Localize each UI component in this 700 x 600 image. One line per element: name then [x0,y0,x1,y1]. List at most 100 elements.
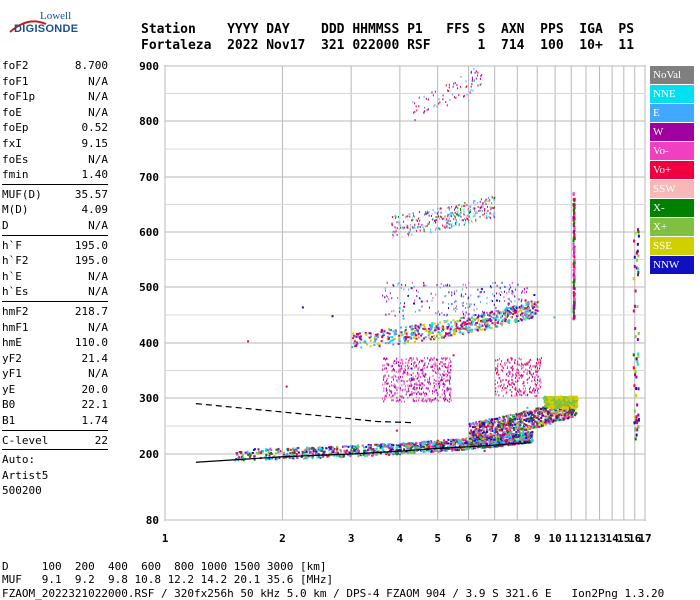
echo-point [384,451,387,454]
echo-point [390,448,393,451]
echo-point [509,371,511,374]
echo-point [465,325,468,328]
param-row-h-f: h`F 195.0 [2,238,108,254]
echo-point [445,84,447,87]
echo-point [510,356,512,359]
echo-point [368,336,371,339]
echo-point [412,451,415,454]
echo-point [407,233,409,236]
echo-point [436,105,438,108]
echo-point [409,393,411,396]
echo-point [544,422,547,425]
echo-point [567,401,571,405]
echo-point [332,449,335,452]
echo-point [573,206,576,210]
echo-point [440,207,442,210]
echo-point [529,309,532,312]
echo-point [553,400,557,404]
echo-point [237,459,240,462]
param-name: yF2 [2,351,22,365]
echo-point [635,387,638,391]
echo-point [412,358,414,361]
echo-point [400,302,402,305]
param-divider [2,300,108,302]
legend-item-noval: NoVal [650,66,694,84]
echo-point [428,378,430,381]
echo-point [528,315,531,318]
echo-point [572,216,575,220]
echo-point [464,217,466,220]
echo-point [518,414,521,417]
echo-point [402,228,404,231]
x-tick-label: 13 [593,532,606,545]
echo-point [416,392,418,395]
echo-point [549,410,552,413]
echo-point [255,451,258,454]
echo-point [427,222,429,225]
echo-point [440,443,443,446]
echo-point [446,284,448,287]
echo-point [333,454,336,457]
echo-point [515,436,518,439]
echo-point [450,321,453,324]
echo-point [406,341,409,344]
echo-point [257,448,260,451]
echo-point [632,309,635,313]
echo-point [439,321,442,324]
echo-point [536,366,538,369]
sse-cluster [542,395,579,410]
echo-point [524,411,527,414]
echo-point [373,449,376,452]
echo-point [426,448,429,451]
echo-point [525,441,528,444]
echo-point [632,277,635,281]
echo-point [546,410,549,413]
echo-point [420,297,422,300]
param-row-b1: B1 1.74 [2,413,108,429]
echo-point [401,235,403,238]
echo-point [408,288,410,291]
echo-point [467,207,469,210]
echo-point [509,373,511,376]
echo-point [521,315,524,318]
echo-point [357,451,360,454]
echo-point [556,404,560,408]
echo-point [533,409,536,412]
echo-point [510,436,513,439]
echo-point [295,448,298,451]
echo-point [449,376,451,379]
echo-point [445,225,447,228]
echo-point [474,211,476,214]
echo-point [469,205,471,208]
echo-point [476,307,478,310]
echo-point [446,104,448,107]
echo-point [421,359,423,362]
echo-point [449,394,451,397]
echo-point [470,203,472,206]
echo-point [490,216,492,219]
echo-point [404,371,406,374]
echo-point [433,442,436,445]
echo-point [503,296,505,299]
echo-point [420,369,422,372]
echo-point [356,342,359,345]
echo-point [406,373,408,376]
echo-point [521,376,523,379]
echo-point [518,357,520,360]
echo-point [483,209,485,212]
echo-point [402,442,405,445]
echo-point [636,304,639,308]
echo-point [398,228,400,231]
echo-point [572,272,575,276]
x-tick-label: 6 [465,532,472,545]
echo-point [433,440,436,443]
echo-point [386,300,388,303]
echo-point [335,454,338,457]
echo-point [433,370,435,373]
echo-point [431,392,433,395]
echo-point [573,217,576,221]
param-row-m-d-: M(D) 4.09 [2,202,108,218]
echo-point [525,436,528,439]
echo-point [423,392,425,395]
echo-point [423,325,426,328]
